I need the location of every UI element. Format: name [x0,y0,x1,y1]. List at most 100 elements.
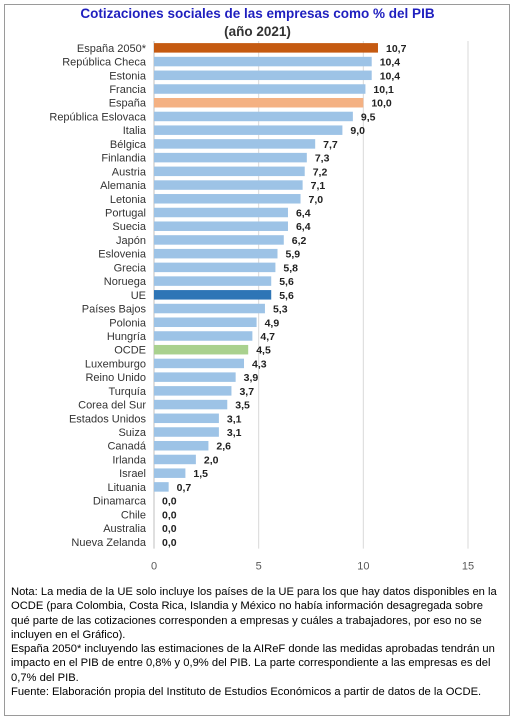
bar [154,97,364,108]
category-label: Estonia [109,70,147,82]
x-tick-label: 15 [462,561,474,573]
data-label: 2,0 [204,454,219,466]
bar [154,440,209,451]
data-label: 6,2 [292,235,307,247]
data-label: 7,7 [323,139,338,151]
bar [154,248,278,259]
bar [154,413,219,424]
bar [154,111,353,122]
bar [154,180,303,190]
bar [154,235,284,245]
data-label: 4,7 [260,331,275,343]
note-ue: Nota: La media de la UE solo incluye los… [11,586,497,641]
x-tick-label: 0 [151,561,157,573]
data-label: 10,0 [371,98,392,110]
data-label: 10,7 [386,43,407,55]
category-label: República Eslovaca [49,111,146,123]
category-label: Irlanda [112,454,147,466]
bar [154,468,186,478]
category-label: Bélgica [110,139,147,151]
category-label: Dinamarca [93,496,147,508]
bar [154,194,301,204]
data-label: 0,7 [177,482,192,494]
category-label: OCDE [114,345,146,357]
bar [154,84,366,94]
bar [154,43,378,53]
category-label: Hungría [107,331,147,343]
bar [154,372,236,382]
data-label: 10,1 [373,84,394,96]
bar [154,399,228,410]
category-label: Alemania [100,180,147,192]
data-label: 0,0 [162,523,177,535]
bar [154,344,249,355]
data-label: 4,9 [265,317,280,329]
category-label: Corea del Sur [78,400,146,412]
data-label: 7,2 [313,166,328,178]
data-label: 10,4 [380,57,401,69]
category-label: Japón [116,235,146,247]
bar [154,139,316,149]
data-label: 7,0 [309,194,324,206]
bar [154,207,288,218]
category-label: Suiza [118,427,146,439]
data-label: 10,4 [380,70,401,82]
x-tick-label: 10 [357,561,369,573]
category-label: UE [131,290,146,302]
chart-frame [4,4,510,716]
bar [154,276,272,286]
category-label: Suecia [112,221,147,233]
category-label: España [109,98,147,110]
category-label: Grecia [114,262,147,274]
bar [154,317,257,328]
bar [154,221,288,231]
chart-subtitle: (año 2021) [224,24,291,39]
category-label: Luxemburgo [85,358,146,370]
data-label: 4,5 [256,345,271,357]
data-label: 5,6 [279,276,294,288]
bar [154,454,196,465]
bar [154,152,307,163]
data-label: 5,6 [279,290,294,302]
category-label: España 2050* [77,43,147,55]
category-label: Turquía [108,386,146,398]
bar [154,482,169,492]
data-label: 7,3 [315,153,330,165]
category-label: Australia [103,523,147,535]
category-label: Eslovenia [98,249,147,261]
data-label: 9,5 [361,111,376,123]
category-label: Nueva Zelanda [71,537,146,549]
bar-chart: España 2050* 10,7 República Checa 10,4 Eston… [49,41,474,573]
data-label: 2,6 [216,441,231,453]
bar [154,166,305,177]
data-label: 3,1 [227,427,242,439]
category-label: Finlandia [101,153,147,165]
bar [154,358,245,369]
note-espana-2050: España 2050* incluyendo las estimaciones… [11,643,495,684]
data-label: 3,9 [244,372,259,384]
category-label: Israel [119,468,146,480]
chart-title: Cotizaciones sociales de las empresas co… [80,6,435,21]
data-label: 3,1 [227,413,242,425]
bar [154,386,232,396]
bar [154,125,343,135]
category-label: Estados Unidos [69,413,147,425]
category-label: Francia [109,84,147,96]
category-label: Chile [121,509,146,521]
category-label: Noruega [104,276,147,288]
data-label: 4,3 [252,358,267,370]
category-label: Austria [112,166,147,178]
data-label: 9,0 [350,125,365,137]
category-label: Países Bajos [82,304,147,316]
x-tick-label: 5 [256,561,262,573]
data-label: 5,8 [283,262,298,274]
category-label: Portugal [105,208,146,220]
chart-notes: Nota: La media de la UE solo incluye los… [11,585,501,699]
category-label: Lituania [107,482,146,494]
category-label: Polonia [109,317,147,329]
bar [154,331,253,341]
data-label: 1,5 [193,468,208,480]
note-source: Fuente: Elaboración propia del Instituto… [11,686,482,699]
bar [154,70,372,81]
data-label: 3,7 [239,386,254,398]
